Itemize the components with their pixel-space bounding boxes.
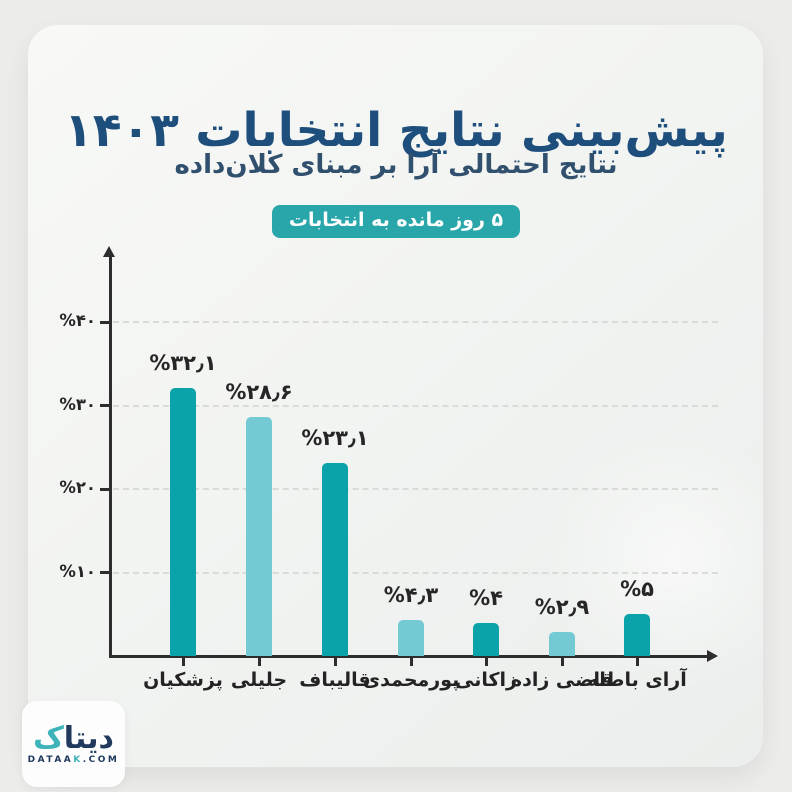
logo-fa-kaf: ک	[33, 720, 64, 756]
category-label: زاکانی	[455, 669, 517, 691]
x-axis	[108, 654, 709, 658]
logo-en-2: .COM	[82, 755, 120, 766]
bar-value-label: %۲۳٫۱	[301, 426, 369, 451]
x-axis-tick	[635, 658, 639, 666]
category-label: آرای باطله	[587, 669, 687, 691]
logo-fa-main: دیتا	[63, 720, 114, 756]
logo-en-k: K	[73, 755, 83, 766]
bar-value-label: %۲۸٫۶	[225, 380, 293, 405]
page-title: پیش‌بینی نتایج انتخابات ۱۴۰۳	[64, 103, 728, 159]
y-axis-tick	[100, 487, 110, 491]
x-axis-arrow	[707, 650, 718, 662]
y-axis-arrow	[103, 246, 115, 257]
y-tick-label: %۴۰	[59, 311, 96, 330]
dataak-logo-tab: دیتاک DATAAK.COM	[22, 701, 125, 787]
badge-row: ۵ روز مانده به انتخابات	[0, 205, 792, 238]
bar-value-label: %۳۲٫۱	[149, 350, 217, 375]
bar	[322, 463, 348, 656]
bar-value-label: %۴٫۳	[383, 583, 439, 608]
y-gridline	[113, 404, 718, 407]
dataak-logo-persian: دیتاک	[33, 723, 114, 755]
page-subtitle: نتایج احتمالی آرا بر مبنای کلان‌داده	[174, 150, 618, 180]
y-axis-tick	[100, 320, 110, 324]
x-axis-tick	[560, 658, 564, 666]
category-label: جلیلی	[230, 669, 288, 691]
x-axis-tick	[484, 658, 488, 666]
bar	[549, 631, 575, 656]
bar	[170, 387, 196, 656]
category-label: قالیباف	[299, 669, 371, 691]
y-gridline	[113, 488, 718, 490]
y-axis-tick	[100, 571, 110, 574]
category-label: پزشکیان	[143, 669, 223, 691]
y-axis-tick	[100, 404, 110, 407]
x-axis-tick	[333, 658, 337, 666]
bar	[624, 614, 650, 656]
bar	[473, 622, 499, 656]
category-label: قاضی زاده	[510, 669, 614, 691]
y-tick-label: %۲۰	[59, 478, 96, 497]
bar-value-label: %۴	[469, 585, 503, 610]
y-tick-label: %۳۰	[59, 394, 96, 414]
dataak-logo-url: DATAAK.COM	[28, 755, 120, 765]
y-tick-label: %۱۰	[59, 561, 96, 581]
x-axis-tick	[409, 658, 413, 666]
x-axis-tick	[181, 658, 185, 666]
bar	[398, 620, 424, 656]
logo-en-1: DATAA	[27, 755, 74, 766]
bar-value-label: %۵	[620, 577, 654, 602]
bar	[246, 417, 272, 656]
bar-value-label: %۲٫۹	[534, 594, 590, 619]
category-label: پورمحمدی	[362, 669, 460, 691]
y-gridline	[113, 321, 718, 323]
y-gridline	[113, 571, 718, 574]
countdown-badge: ۵ روز مانده به انتخابات	[271, 205, 521, 238]
x-axis-tick	[257, 658, 261, 666]
y-axis	[108, 256, 112, 658]
